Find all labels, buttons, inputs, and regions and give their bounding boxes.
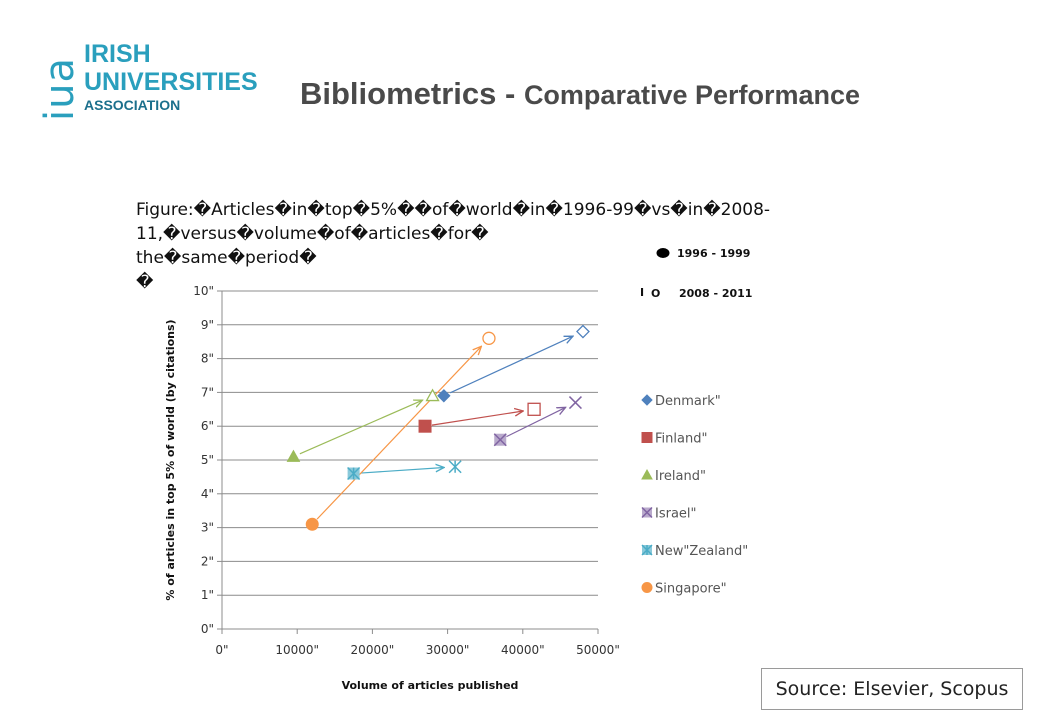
point-2008-denmark [576, 324, 590, 339]
x-tick-label: 30000" [426, 643, 470, 657]
data-points [286, 324, 590, 531]
legend-marker-singapore [641, 582, 653, 593]
period-label-1996: 1996 - 1999 [677, 247, 750, 260]
point-1996-singapore [305, 517, 319, 531]
point-1996-israel-stroke [493, 433, 507, 447]
point-1996-denmark [437, 389, 451, 403]
series-legend: Denmark" Finland" Ireland" Israel" New"Zeala… [641, 394, 748, 597]
grid-lines [222, 290, 598, 596]
legend-marker-ireland [641, 468, 653, 480]
source-text: Source: Elsevier, Scopus [775, 678, 1009, 700]
figure-caption-line2: the�same�period� [136, 248, 317, 268]
y-tick-label: 8" [201, 352, 214, 366]
figure-caption-line1: Figure:�Articles�in�top�5%��of�world�in�… [136, 200, 771, 244]
figure-caption-line3: � [136, 272, 154, 292]
legend-marker-denmark [641, 394, 653, 406]
legend-label-newzealand: New"Zealand" [655, 544, 748, 559]
logo-line-association: ASSOCIATION [84, 97, 181, 113]
x-tick-label: 0" [215, 643, 228, 657]
x-axis-title: Volume of articles published [342, 679, 519, 692]
source-note: Source: Elsevier, Scopus [761, 668, 1023, 710]
trend-arrow-newzealand [360, 467, 445, 474]
y-tick-label: 7" [201, 385, 214, 399]
point-1996-ireland [286, 449, 301, 462]
y-tick-label: 10" [193, 284, 214, 298]
point-2008-israel-stroke [568, 396, 582, 410]
x-tick-label: 10000" [275, 643, 319, 657]
y-tick-label: 4" [201, 487, 214, 501]
page-title-sub: Comparative Performance [523, 80, 861, 110]
axes: 0" 1" 2" 3" 4" 5" 6" 7" 8" 9" 10" 0" 10000" 20000" 300… [193, 284, 620, 657]
legend-label-finland: Finland" [655, 432, 707, 447]
legend-label-ireland: Ireland" [655, 469, 706, 484]
legend-marker-newzealand [641, 544, 653, 556]
point-2008-finland [527, 402, 541, 416]
x-tick-label: 20000" [351, 643, 395, 657]
legend-marker-finland [641, 432, 653, 443]
y-tick-label: 5" [201, 453, 214, 467]
trend-arrow-denmark [449, 336, 573, 394]
y-axis-title: % of articles in top 5% of world (by cit… [164, 319, 177, 600]
point-1996-israel [493, 433, 507, 447]
trend-arrow-ireland [299, 400, 423, 455]
y-tick-label: 2" [201, 554, 214, 568]
trend-arrow-israel [506, 407, 566, 438]
point-2008-newzealand [448, 460, 462, 474]
x-tick-label: 40000" [501, 643, 545, 657]
legend-marker-israel-stroke [641, 506, 653, 519]
period-prefix-mark: I [640, 286, 644, 299]
period-marker-filled [656, 248, 670, 258]
y-tick-label: 0" [201, 622, 214, 636]
trend-arrow-finland [431, 411, 523, 426]
page-title: Bibliometrics - Comparative Performance [300, 76, 860, 112]
x-tick-label: 50000" [576, 643, 620, 657]
point-2008-singapore [482, 331, 496, 345]
iua-logo-wordmark: IRISH UNIVERSITIES ASSOCIATION [84, 40, 258, 113]
legend-label-singapore: Singapore" [655, 582, 727, 597]
y-tick-label: 3" [201, 521, 214, 535]
period-marker-hollow: O [651, 287, 660, 300]
point-2008-ireland [425, 388, 440, 402]
legend-label-denmark: Denmark" [655, 394, 721, 409]
logo-line-irish: IRISH [84, 40, 151, 68]
figure-caption: Figure:�Articles�in�top�5%��of�world�in�… [136, 198, 956, 294]
point-1996-newzealand [347, 466, 361, 481]
point-2008-israel [568, 396, 582, 410]
iua-logo: iua IRISH UNIVERSITIES ASSOCIATION [30, 40, 270, 122]
y-tick-label: 9" [201, 318, 214, 332]
period-legend: 1996 - 1999 I O 2008 - 2011 [640, 247, 752, 300]
period-label-2008: 2008 - 2011 [679, 287, 752, 300]
y-tick-label: 1" [201, 588, 214, 602]
y-tick-label: 6" [201, 419, 214, 433]
logo-line-universities: UNIVERSITIES [84, 68, 258, 96]
trend-arrow-singapore [316, 346, 481, 520]
legend-label-israel: Israel" [655, 507, 697, 522]
point-1996-finland [418, 419, 432, 433]
trend-arrows [299, 336, 573, 520]
legend-marker-israel [641, 506, 653, 519]
page-title-main: Bibliometrics - [300, 76, 524, 111]
